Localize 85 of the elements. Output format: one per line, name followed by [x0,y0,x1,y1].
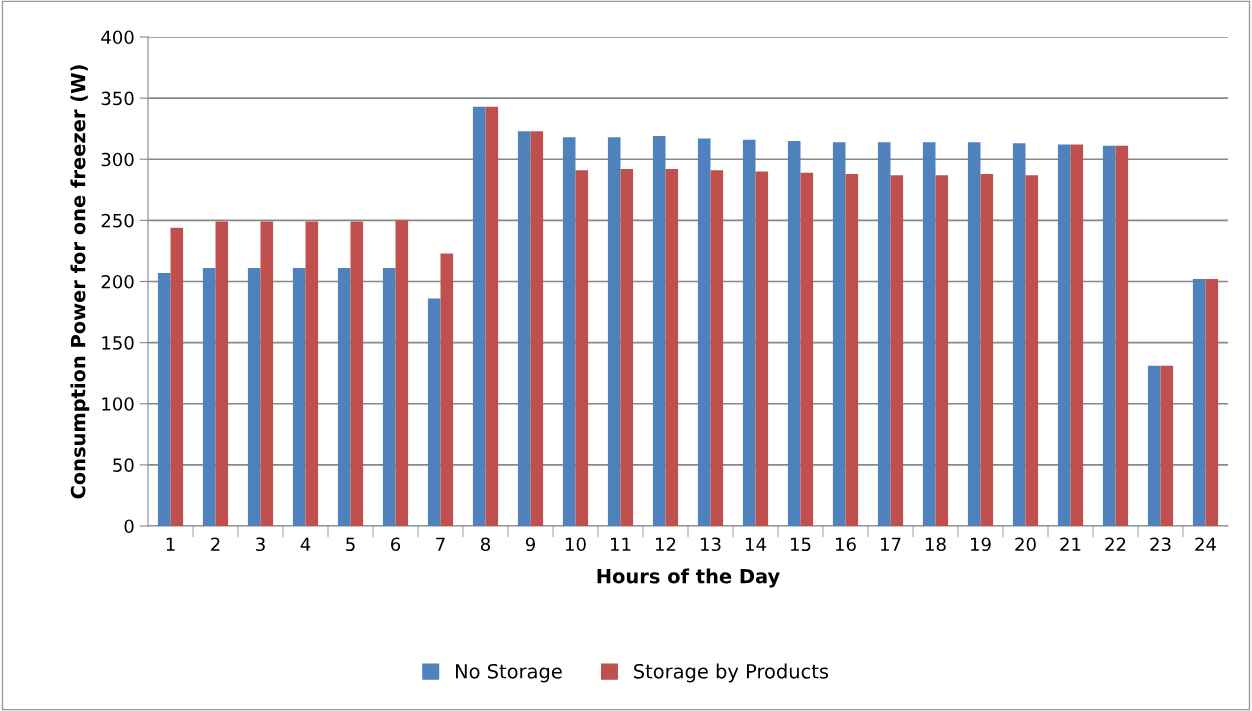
bar [350,221,364,526]
x-tick-label: 11 [611,537,631,551]
bar [607,137,621,526]
bar [215,221,229,526]
bar [697,138,711,526]
x-tick-label: 9 [525,537,535,552]
bar [710,170,724,526]
y-tick-label: 200 [101,274,134,289]
bar [665,169,679,526]
y-tick-label: 400 [101,30,134,45]
x-tick-label: 13 [701,537,721,552]
bar [395,220,409,526]
bar [305,221,319,526]
legend-label: No Storage [455,663,562,683]
x-tick-label: 10 [566,537,586,552]
bar [292,268,306,526]
bar [1025,175,1039,526]
bar [517,131,531,526]
x-tick-label: 4 [300,537,311,551]
bar [170,227,184,526]
bar [980,173,994,526]
bar [652,136,666,526]
bar [1057,144,1071,526]
bar [1070,144,1084,526]
y-tick-label: 350 [101,91,134,106]
bar [742,139,756,526]
bar [562,137,576,526]
bar [1205,279,1219,526]
bar [787,140,801,526]
x-tick-label: 5 [346,537,355,552]
x-tick-label: 19 [971,537,991,552]
x-tick-label: 12 [656,537,676,551]
y-tick-label: 100 [102,397,134,411]
bar [157,272,171,526]
bar [1115,145,1129,526]
bar [800,172,814,526]
y-tick-label: 300 [101,152,134,167]
bar [530,131,544,526]
bar [260,221,274,526]
y-axis-title: Consumption Power for one freezer (W) [70,65,90,499]
legend-label: Storage by Products [634,663,829,683]
bar [247,268,261,526]
x-tick-label: 7 [436,537,445,551]
bar [382,268,396,526]
bar [832,142,846,526]
bar [922,142,936,526]
x-axis-title: Hours of the Day [597,568,780,588]
bar [935,175,949,526]
bar [877,142,891,526]
bar [1160,365,1174,526]
x-tick-label: 24 [1195,537,1216,551]
x-tick-label: 14 [746,537,766,551]
x-tick-label: 22 [1105,537,1126,551]
x-tick-label: 16 [836,537,856,552]
bar [967,142,981,526]
bar [427,298,441,526]
bar [440,253,454,526]
bar [202,268,216,526]
bar [337,268,351,526]
bar [485,106,499,526]
x-tick-label: 3 [256,537,265,552]
x-tick-label: 18 [926,537,946,552]
bar [845,173,859,526]
x-tick-label: 21 [1060,537,1081,551]
x-tick-label: 17 [881,537,901,551]
bar [1192,279,1206,526]
bar [1102,145,1116,526]
bar [755,171,769,526]
bar [575,170,589,526]
x-tick-label: 8 [480,537,491,552]
x-tick-label: 2 [211,537,220,551]
y-tick-label: 0 [124,519,134,534]
x-tick-label: 6 [391,537,401,552]
x-tick-label: 1 [166,537,175,551]
x-tick-label: 15 [791,537,811,552]
y-tick-label: 50 [113,458,134,472]
bar [620,169,634,526]
x-tick-label: 20 [1015,537,1036,552]
y-tick-label: 150 [102,336,134,350]
bar [890,175,904,526]
x-tick-label: 23 [1150,537,1171,552]
bar [1012,143,1026,526]
y-tick-label: 250 [101,213,134,228]
bar [1147,365,1161,526]
bar [472,106,486,526]
